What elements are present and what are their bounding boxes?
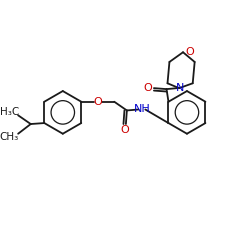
Text: H₃C: H₃C — [0, 108, 19, 118]
Text: O: O — [144, 83, 152, 93]
Text: O: O — [120, 125, 129, 135]
Text: O: O — [186, 47, 194, 57]
Text: N: N — [176, 83, 184, 93]
Text: NH: NH — [134, 104, 151, 115]
Text: O: O — [94, 97, 102, 107]
Text: CH₃: CH₃ — [0, 132, 19, 142]
